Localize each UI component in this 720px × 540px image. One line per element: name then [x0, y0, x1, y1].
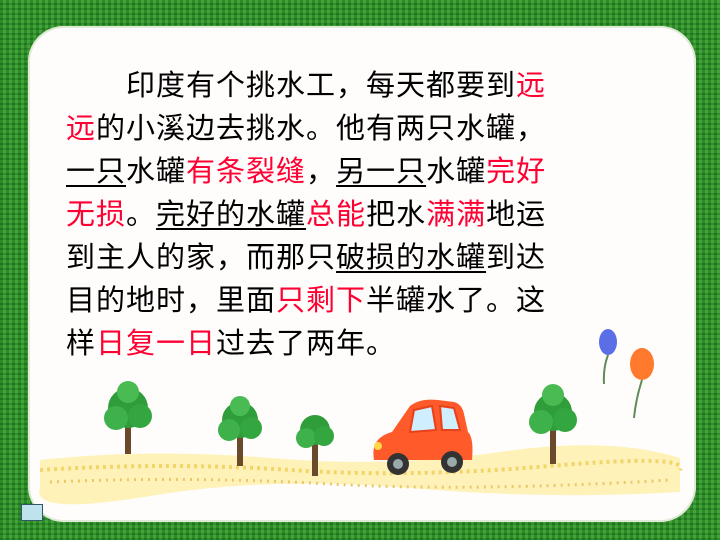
- story-line: 无损。完好的水罐总能把水满满地运: [66, 193, 656, 236]
- balloon-icon: [630, 348, 654, 419]
- story-text-segment: 的小溪边去挑水。他有两只水罐，: [96, 111, 547, 145]
- highlighted-text: 满满: [426, 197, 487, 231]
- story-text-segment: 到达: [486, 240, 547, 274]
- ground-strip: [39, 445, 683, 505]
- tree-icon: [296, 415, 334, 476]
- tree-icon: [529, 384, 577, 464]
- highlighted-text: 远: [516, 68, 547, 102]
- story-text-segment: 把水: [366, 197, 427, 231]
- story-line: 目的地时，里面只剩下半罐水了。这: [66, 279, 656, 322]
- story-line: 到主人的家，而那只破损的水罐到达: [66, 236, 656, 279]
- underlined-text: 另一只: [336, 154, 427, 188]
- underlined-text: 完好的水罐: [156, 197, 307, 231]
- story-text-segment: 水罐: [426, 154, 487, 188]
- underlined-text: 破损的水罐: [336, 240, 487, 274]
- story-line: 远的小溪边去挑水。他有两只水罐，: [66, 107, 656, 150]
- story-text-segment: 水罐: [126, 154, 187, 188]
- story-text-segment: 过去了两年。: [216, 326, 397, 360]
- story-text-segment: 目的地时，里面: [66, 283, 277, 317]
- highlighted-text: 远: [66, 111, 97, 145]
- highlighted-text: 有条裂缝: [186, 154, 307, 188]
- slide-nav-icon[interactable]: [21, 504, 43, 521]
- illustration-scene: [39, 329, 683, 505]
- highlighted-text: 只剩下: [276, 283, 367, 317]
- balloon-icon: [599, 329, 617, 385]
- story-line: 印度有个挑水工，每天都要到远: [66, 64, 656, 107]
- car-icon: [373, 399, 473, 475]
- highlighted-text: 总能: [306, 197, 367, 231]
- story-line: 一只水罐有条裂缝，另一只水罐完好: [66, 150, 656, 193]
- story-text-segment: 印度有个挑水工，每天都要到: [66, 68, 517, 102]
- tree-icon: [218, 396, 262, 466]
- slide-card: [28, 26, 696, 522]
- story-text-segment: 。: [126, 197, 157, 231]
- highlighted-text: 无损: [66, 197, 127, 231]
- story-line: 样日复一日过去了两年。: [66, 322, 656, 365]
- underlined-text: 一只: [66, 154, 127, 188]
- story-text-segment: 样: [66, 326, 97, 360]
- highlighted-text: 日复一日: [96, 326, 217, 360]
- story-text-segment: ，: [306, 154, 337, 188]
- story-text: 印度有个挑水工，每天都要到远 远的小溪边去挑水。他有两只水罐， 一只水罐有条裂缝，另…: [66, 64, 656, 365]
- tree-icon: [104, 381, 152, 454]
- story-text-segment: 到主人的家，而那只: [66, 240, 337, 274]
- story-text-segment: 地运: [486, 197, 547, 231]
- story-text-segment: 半罐水了。这: [366, 283, 547, 317]
- highlighted-text: 完好: [486, 154, 547, 188]
